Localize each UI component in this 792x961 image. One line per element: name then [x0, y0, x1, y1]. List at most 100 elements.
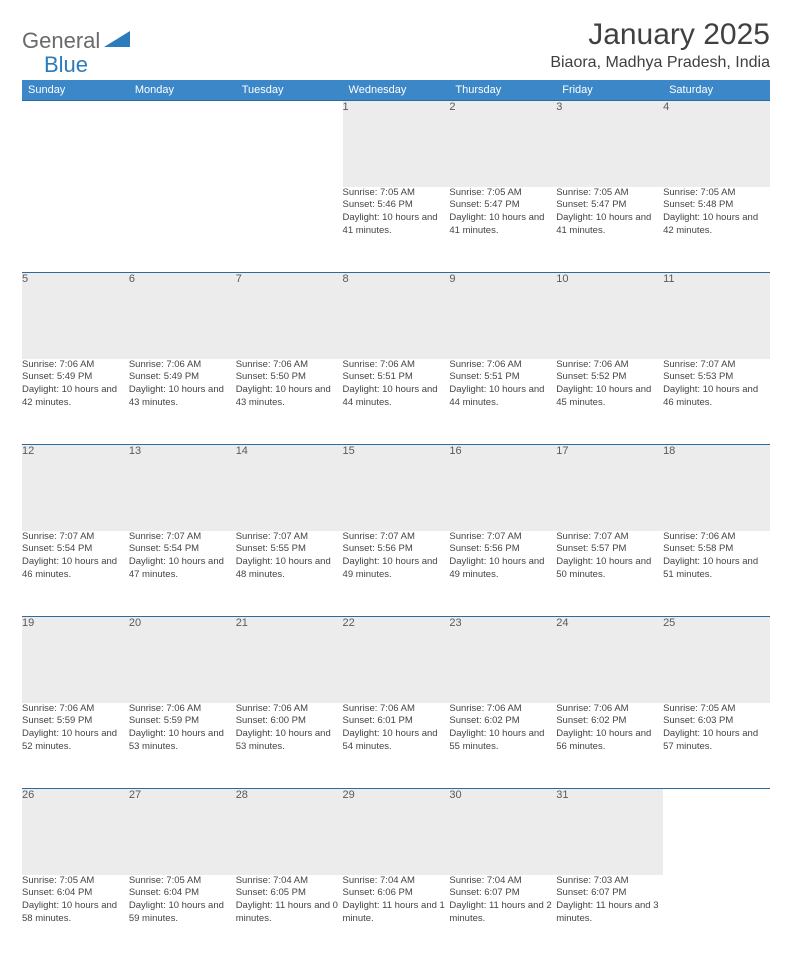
sunrise-line: Sunrise: 7:06 AM — [556, 703, 663, 716]
daylight-line: Daylight: 10 hours and 44 minutes. — [343, 384, 450, 410]
day-number-cell: 14 — [236, 445, 343, 531]
day-number-cell — [663, 789, 770, 875]
day-detail-cell — [22, 187, 129, 273]
sunset-line: Sunset: 5:55 PM — [236, 543, 343, 556]
sunrise-line: Sunrise: 7:04 AM — [343, 875, 450, 888]
day-number-cell: 17 — [556, 445, 663, 531]
day-number-cell: 5 — [22, 273, 129, 359]
sunset-line: Sunset: 6:00 PM — [236, 715, 343, 728]
day-detail-cell: Sunrise: 7:05 AMSunset: 6:03 PMDaylight:… — [663, 703, 770, 789]
day-detail-cell: Sunrise: 7:06 AMSunset: 5:50 PMDaylight:… — [236, 359, 343, 445]
day-number-cell: 3 — [556, 101, 663, 187]
day-detail-cell — [236, 187, 343, 273]
day-detail-cell: Sunrise: 7:06 AMSunset: 5:51 PMDaylight:… — [449, 359, 556, 445]
daylight-line: Daylight: 10 hours and 46 minutes. — [663, 384, 770, 410]
daylight-line: Daylight: 10 hours and 53 minutes. — [236, 728, 343, 754]
sunset-line: Sunset: 6:01 PM — [343, 715, 450, 728]
day-detail-cell: Sunrise: 7:06 AMSunset: 6:02 PMDaylight:… — [449, 703, 556, 789]
sunset-line: Sunset: 5:49 PM — [22, 371, 129, 384]
sunrise-line: Sunrise: 7:06 AM — [343, 703, 450, 716]
day-number-cell: 30 — [449, 789, 556, 875]
day-detail-cell: Sunrise: 7:05 AMSunset: 6:04 PMDaylight:… — [129, 875, 236, 961]
day-number-cell: 6 — [129, 273, 236, 359]
sunrise-line: Sunrise: 7:05 AM — [556, 187, 663, 200]
weekday-header: Wednesday — [343, 80, 450, 101]
sunrise-line: Sunrise: 7:05 AM — [663, 703, 770, 716]
day-number-cell: 4 — [663, 101, 770, 187]
weekday-header: Friday — [556, 80, 663, 101]
logo: General — [22, 18, 132, 54]
day-detail-cell: Sunrise: 7:04 AMSunset: 6:05 PMDaylight:… — [236, 875, 343, 961]
sunrise-line: Sunrise: 7:06 AM — [556, 359, 663, 372]
day-number-cell: 8 — [343, 273, 450, 359]
day-number-cell: 7 — [236, 273, 343, 359]
sunrise-line: Sunrise: 7:07 AM — [236, 531, 343, 544]
sunset-line: Sunset: 6:07 PM — [556, 887, 663, 900]
weekday-header: Saturday — [663, 80, 770, 101]
sunrise-line: Sunrise: 7:05 AM — [663, 187, 770, 200]
day-detail-cell: Sunrise: 7:06 AMSunset: 5:58 PMDaylight:… — [663, 531, 770, 617]
day-number-cell: 15 — [343, 445, 450, 531]
daylight-line: Daylight: 11 hours and 3 minutes. — [556, 900, 663, 926]
day-detail-cell: Sunrise: 7:05 AMSunset: 5:48 PMDaylight:… — [663, 187, 770, 273]
sunset-line: Sunset: 5:57 PM — [556, 543, 663, 556]
day-number-cell: 20 — [129, 617, 236, 703]
daylight-line: Daylight: 10 hours and 58 minutes. — [22, 900, 129, 926]
day-number-cell: 31 — [556, 789, 663, 875]
sunrise-line: Sunrise: 7:07 AM — [129, 531, 236, 544]
sunset-line: Sunset: 5:47 PM — [556, 199, 663, 212]
day-number-row: 1234 — [22, 101, 770, 187]
sunset-line: Sunset: 6:02 PM — [449, 715, 556, 728]
sunrise-line: Sunrise: 7:07 AM — [663, 359, 770, 372]
day-detail-row: Sunrise: 7:07 AMSunset: 5:54 PMDaylight:… — [22, 531, 770, 617]
sunset-line: Sunset: 6:06 PM — [343, 887, 450, 900]
sunrise-line: Sunrise: 7:06 AM — [236, 359, 343, 372]
day-number-cell: 26 — [22, 789, 129, 875]
day-number-cell: 12 — [22, 445, 129, 531]
day-detail-row: Sunrise: 7:05 AMSunset: 6:04 PMDaylight:… — [22, 875, 770, 961]
sunset-line: Sunset: 5:52 PM — [556, 371, 663, 384]
calendar-body: 1234Sunrise: 7:05 AMSunset: 5:46 PMDayli… — [22, 101, 770, 961]
sunset-line: Sunset: 5:54 PM — [22, 543, 129, 556]
day-detail-cell: Sunrise: 7:05 AMSunset: 5:47 PMDaylight:… — [556, 187, 663, 273]
sunrise-line: Sunrise: 7:06 AM — [343, 359, 450, 372]
day-detail-row: Sunrise: 7:06 AMSunset: 5:49 PMDaylight:… — [22, 359, 770, 445]
sunset-line: Sunset: 5:51 PM — [449, 371, 556, 384]
day-number-cell: 19 — [22, 617, 129, 703]
daylight-line: Daylight: 10 hours and 46 minutes. — [22, 556, 129, 582]
daylight-line: Daylight: 10 hours and 49 minutes. — [449, 556, 556, 582]
day-number-cell: 21 — [236, 617, 343, 703]
day-number-row: 567891011 — [22, 273, 770, 359]
day-detail-cell — [129, 187, 236, 273]
weekday-header: Monday — [129, 80, 236, 101]
weekday-header: Sunday — [22, 80, 129, 101]
daylight-line: Daylight: 10 hours and 51 minutes. — [663, 556, 770, 582]
sunrise-line: Sunrise: 7:05 AM — [129, 875, 236, 888]
day-detail-cell: Sunrise: 7:05 AMSunset: 5:46 PMDaylight:… — [343, 187, 450, 273]
day-detail-cell: Sunrise: 7:07 AMSunset: 5:56 PMDaylight:… — [343, 531, 450, 617]
sunset-line: Sunset: 6:07 PM — [449, 887, 556, 900]
sunrise-line: Sunrise: 7:06 AM — [129, 359, 236, 372]
day-number-cell — [22, 101, 129, 187]
day-detail-cell: Sunrise: 7:06 AMSunset: 5:52 PMDaylight:… — [556, 359, 663, 445]
sunrise-line: Sunrise: 7:04 AM — [236, 875, 343, 888]
sunset-line: Sunset: 5:56 PM — [449, 543, 556, 556]
day-detail-row: Sunrise: 7:05 AMSunset: 5:46 PMDaylight:… — [22, 187, 770, 273]
sunset-line: Sunset: 6:05 PM — [236, 887, 343, 900]
daylight-line: Daylight: 10 hours and 52 minutes. — [22, 728, 129, 754]
day-number-cell: 11 — [663, 273, 770, 359]
sunset-line: Sunset: 5:48 PM — [663, 199, 770, 212]
daylight-line: Daylight: 10 hours and 57 minutes. — [663, 728, 770, 754]
month-title: January 2025 — [550, 18, 770, 52]
day-detail-cell: Sunrise: 7:06 AMSunset: 5:51 PMDaylight:… — [343, 359, 450, 445]
day-number-cell: 9 — [449, 273, 556, 359]
calendar-table: Sunday Monday Tuesday Wednesday Thursday… — [22, 80, 770, 961]
sunset-line: Sunset: 5:59 PM — [22, 715, 129, 728]
day-number-cell: 24 — [556, 617, 663, 703]
location: Biaora, Madhya Pradesh, India — [550, 54, 770, 72]
day-detail-cell: Sunrise: 7:07 AMSunset: 5:56 PMDaylight:… — [449, 531, 556, 617]
day-number-row: 19202122232425 — [22, 617, 770, 703]
sunset-line: Sunset: 5:50 PM — [236, 371, 343, 384]
daylight-line: Daylight: 10 hours and 54 minutes. — [343, 728, 450, 754]
sunset-line: Sunset: 5:51 PM — [343, 371, 450, 384]
